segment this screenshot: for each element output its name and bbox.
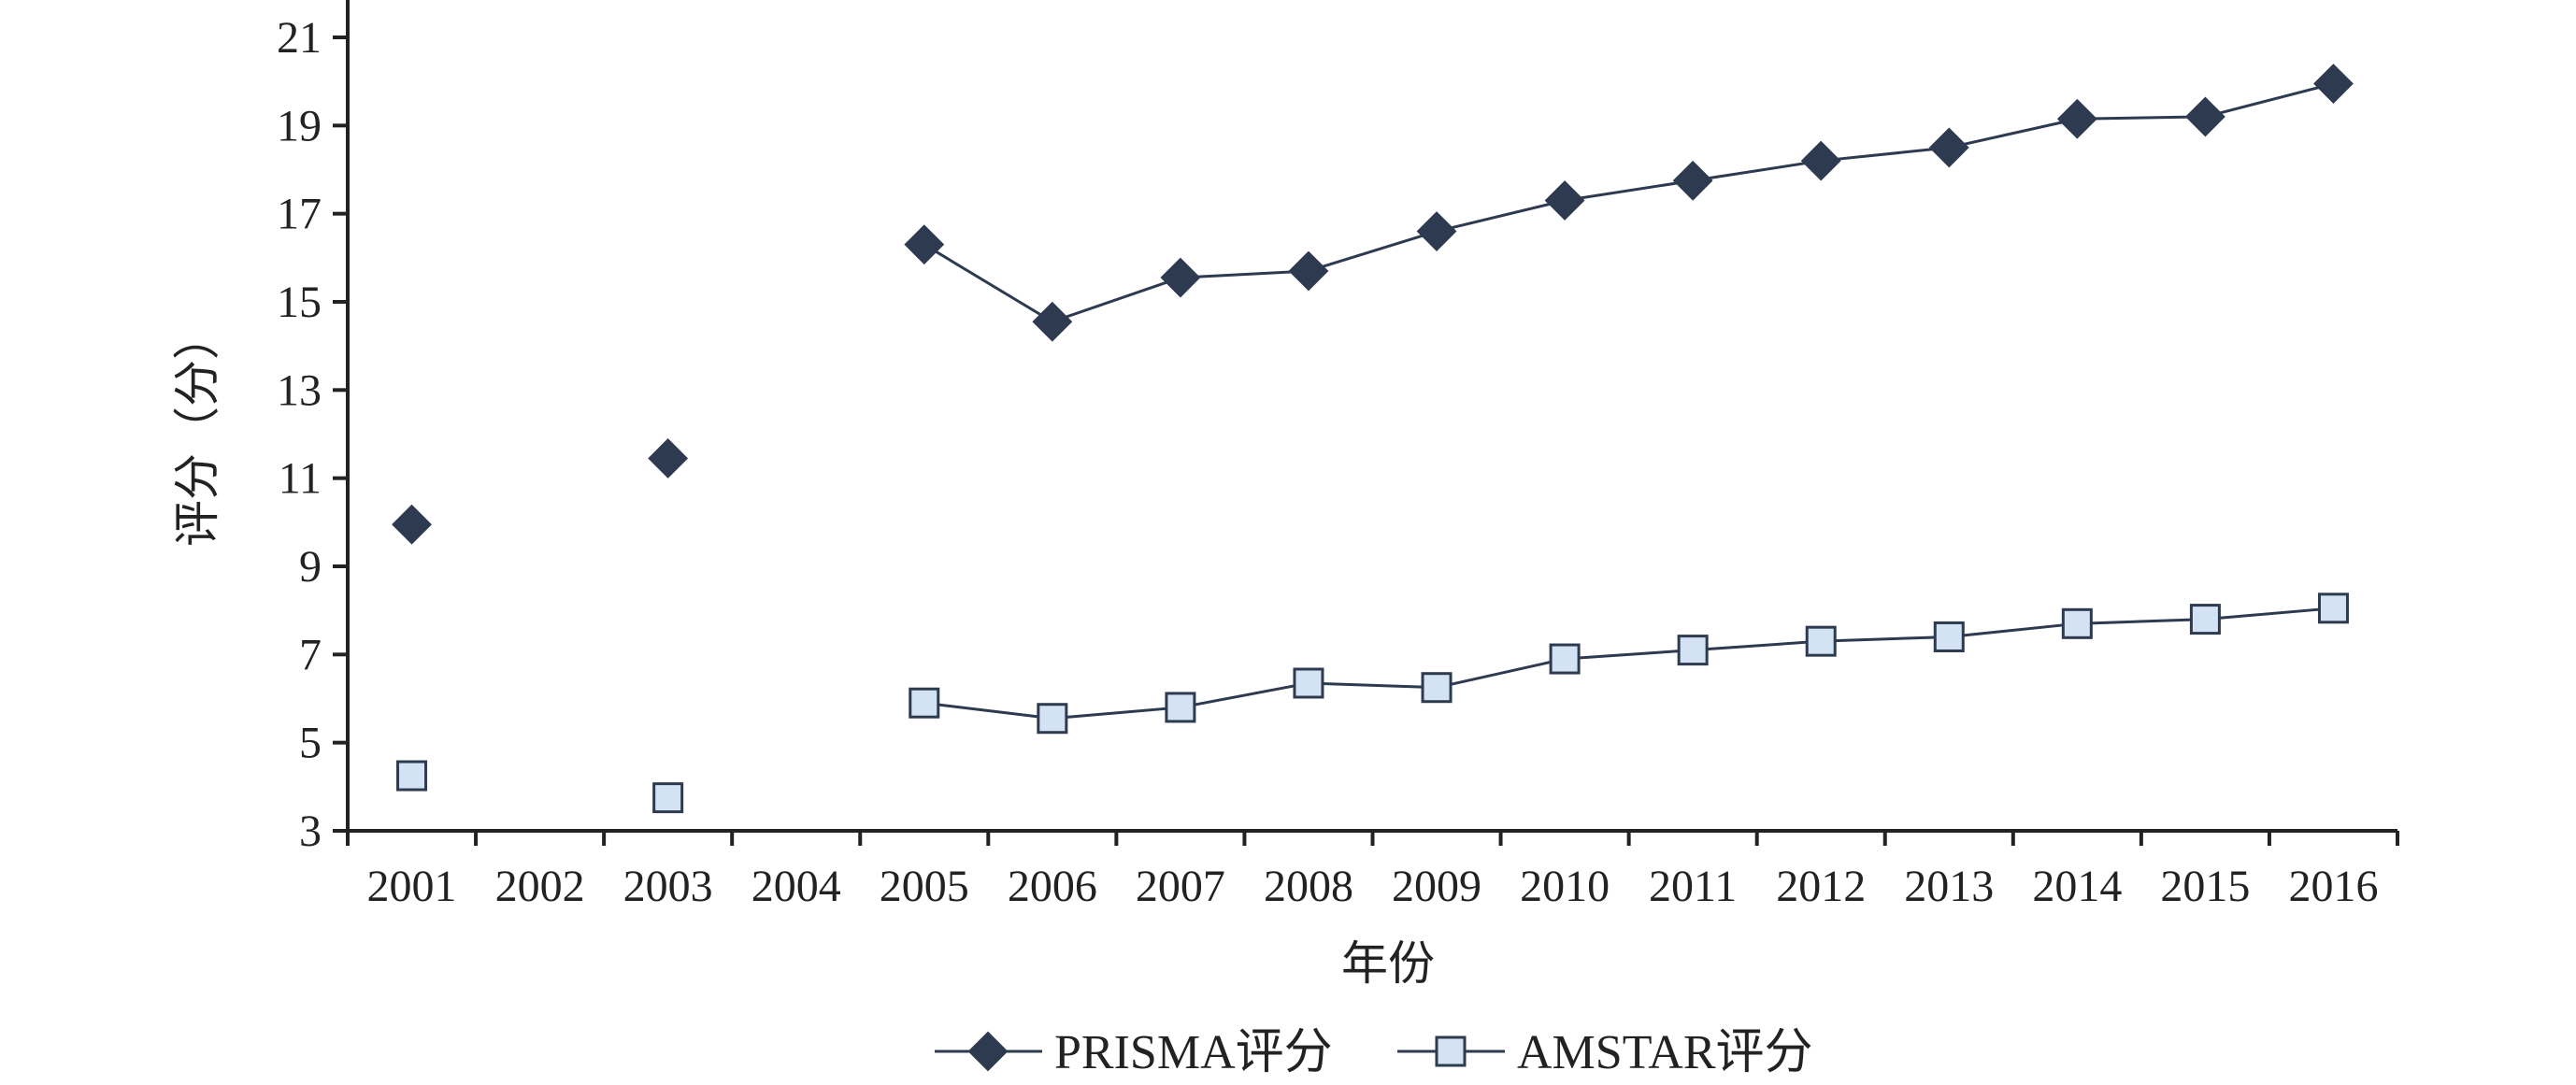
legend-item-1: PRISMA评分 <box>935 1026 1333 1079</box>
data-point <box>2189 604 2221 635</box>
series-line-segment <box>1821 635 1950 643</box>
x-tick-label: 2011 <box>1649 862 1737 911</box>
legend-square-marker <box>1435 1035 1467 1067</box>
data-point <box>1933 621 1965 652</box>
x-tick-label: 2016 <box>2288 862 2378 911</box>
series-line-segment <box>1948 117 2078 150</box>
data-point <box>1805 625 1837 657</box>
legend: PRISMA评分 AMSTAR评分 <box>935 1026 1813 1079</box>
series-line-segment <box>1692 159 1822 182</box>
data-point <box>2317 592 2349 624</box>
data-point <box>1928 127 1969 168</box>
data-point <box>1293 667 1324 699</box>
x-tick-label: 2012 <box>1776 862 1866 911</box>
series-line-segment <box>1693 639 1822 652</box>
x-tick-label: 2014 <box>2032 862 2122 911</box>
x-tick-label: 2003 <box>623 862 713 911</box>
series-line-segment <box>2205 607 2334 621</box>
series-2 <box>396 592 2349 814</box>
y-tick-label: 7 <box>299 630 322 679</box>
x-axis-title: 年份 <box>1341 937 1435 990</box>
x-tick-label: 2002 <box>495 862 585 911</box>
x-tick-label: 2013 <box>1904 862 1994 911</box>
legend-label: PRISMA评分 <box>1054 1026 1333 1079</box>
x-tick-label: 2008 <box>1264 862 1353 911</box>
series-line-segment <box>1052 276 1181 323</box>
series-line-segment <box>1949 621 2078 638</box>
data-point <box>1037 703 1068 735</box>
series-line-segment <box>2077 618 2206 625</box>
data-point <box>1416 211 1457 251</box>
y-tick-label: 9 <box>299 542 322 592</box>
series-line-segment <box>1821 146 1950 163</box>
data-point <box>2061 607 2093 639</box>
series-line-segment <box>1308 681 1438 690</box>
data-point <box>2184 96 2225 137</box>
x-tick-label: 2010 <box>1520 862 1610 911</box>
x-tick-label: 2005 <box>880 862 969 911</box>
series-layer <box>392 64 2354 814</box>
data-point <box>1672 160 1713 201</box>
data-point <box>904 224 945 265</box>
series-line-segment <box>1052 706 1181 721</box>
series-line-segment <box>1564 649 1694 661</box>
series-line-segment <box>1436 657 1566 690</box>
series-line-segment <box>1564 178 1694 202</box>
data-point <box>1288 250 1329 292</box>
y-tick-label: 11 <box>279 454 322 504</box>
y-tick-label: 5 <box>299 719 322 768</box>
data-point <box>2313 64 2354 104</box>
y-tick-label: 19 <box>277 101 322 150</box>
series-line-segment <box>2205 82 2334 119</box>
series-line-segment <box>1308 230 1438 273</box>
series-1 <box>392 64 2354 545</box>
data-point <box>1677 635 1709 666</box>
x-tick-label: 2001 <box>367 862 457 911</box>
y-tick-label: 21 <box>277 13 322 63</box>
data-point <box>396 760 428 792</box>
series-line-segment <box>923 701 1053 721</box>
data-point <box>1032 301 1073 342</box>
series-line-segment <box>1180 269 1309 279</box>
data-point <box>909 687 940 719</box>
x-tick-label: 2007 <box>1136 862 1225 911</box>
series-line-segment <box>923 243 1053 323</box>
data-point <box>1800 140 1841 181</box>
data-point <box>392 504 432 545</box>
data-point <box>1160 257 1201 298</box>
y-tick-label: 3 <box>299 807 322 856</box>
data-point <box>2056 98 2097 139</box>
y-tick-label: 17 <box>277 190 322 239</box>
y-axis-title: 评分（分） <box>171 313 223 547</box>
data-point <box>1549 643 1581 675</box>
y-tick-label: 15 <box>277 278 322 327</box>
legend-item-2: AMSTAR评分 <box>1397 1026 1813 1079</box>
x-tick-label: 2006 <box>1008 862 1097 911</box>
series-line-segment <box>2077 115 2206 121</box>
y-tick-label: 13 <box>277 365 322 415</box>
data-point <box>652 782 684 814</box>
axes: 3 5 7 9 11 13 15 17 19 21 2001 2002 2003 2004 2005 2006… <box>277 0 2399 911</box>
x-tick-label: 2004 <box>751 862 841 911</box>
data-point <box>1421 672 1453 704</box>
data-point <box>1165 692 1196 723</box>
legend-diamond-marker <box>967 1031 1009 1072</box>
x-tick-label: 2009 <box>1392 862 1481 911</box>
series-line-segment <box>1180 681 1309 709</box>
data-point <box>1544 180 1585 221</box>
series-line-segment <box>1436 199 1566 233</box>
legend-label: AMSTAR评分 <box>1517 1026 1813 1079</box>
data-point <box>648 438 689 478</box>
x-tick-label: 2015 <box>2160 862 2250 911</box>
